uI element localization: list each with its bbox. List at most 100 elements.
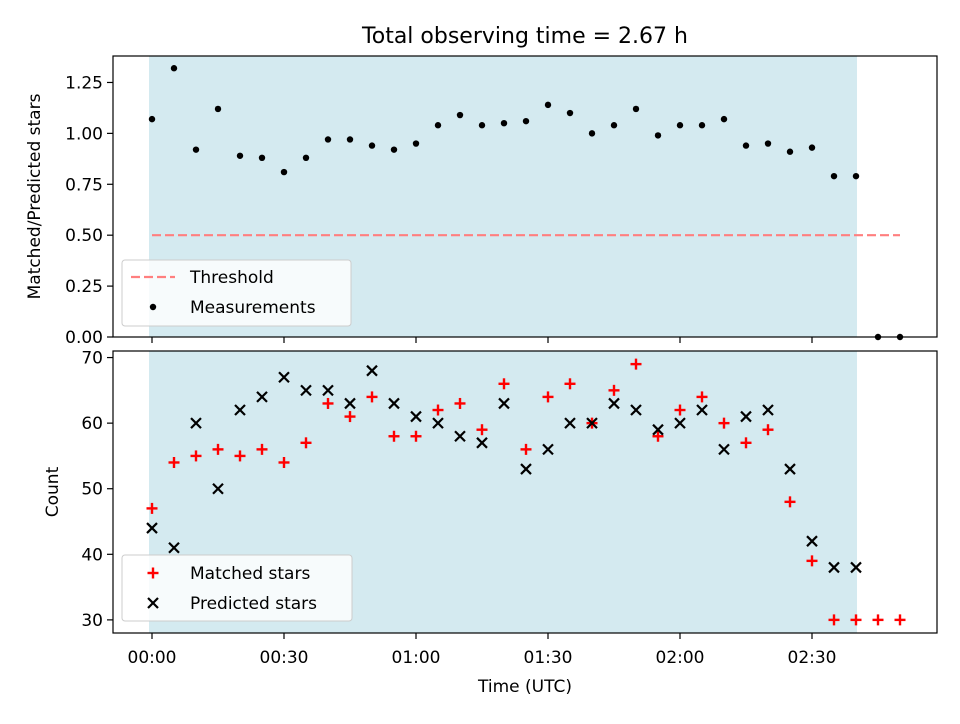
predicted-point (542, 443, 554, 456)
predicted-point (630, 404, 642, 416)
matched-point (872, 614, 884, 626)
matched-point (828, 614, 840, 626)
predicted-point (322, 384, 334, 397)
measurement-point (456, 111, 464, 119)
matched-stars-series (146, 358, 906, 626)
predicted-point (498, 397, 510, 410)
predicted-point (168, 541, 180, 554)
matched-point (784, 496, 796, 508)
predicted-point (762, 404, 774, 416)
measurement-point (852, 172, 860, 180)
measurement-point (280, 168, 288, 176)
matched-point (146, 502, 158, 514)
x-tick-label: 00:30 (260, 648, 309, 668)
top-legend: Threshold Measurements (121, 259, 352, 327)
measurement-point (346, 136, 354, 143)
measurement-point (214, 105, 222, 113)
measurement-point (698, 122, 706, 129)
measurement-point (654, 132, 662, 139)
x-tick-label: 00:00 (128, 648, 177, 668)
legend-threshold-label: Threshold (189, 268, 274, 288)
matched-point (432, 404, 444, 416)
predicted-point (586, 417, 598, 429)
matched-point (696, 391, 708, 403)
predicted-point (190, 417, 202, 429)
predicted-point (410, 410, 422, 423)
measurement-point (478, 122, 486, 129)
matched-point (190, 450, 202, 462)
measurement-point (192, 146, 200, 153)
predicted-point (696, 404, 708, 416)
matched-point (740, 437, 752, 449)
predicted-point (234, 404, 246, 416)
measurement-point (676, 122, 684, 129)
bottom-y-axis-label: Count (43, 466, 63, 517)
bottom-x-ticks: 00:00 00:30 01:00 01:30 02:00 02:30 (128, 633, 837, 668)
measurement-point (632, 105, 640, 113)
y-tick-label: 1.25 (65, 73, 103, 93)
predicted-point (366, 364, 378, 377)
measurement-point (302, 154, 310, 162)
top-y-axis-label: Matched/Predicted stars (25, 93, 45, 299)
y-tick-label: 1.00 (65, 124, 103, 144)
matched-point (366, 391, 378, 403)
matched-point (542, 391, 554, 403)
measurement-point (324, 136, 332, 143)
legend-x-marker (147, 597, 159, 609)
predicted-point (432, 417, 444, 429)
measurement-point (148, 115, 156, 123)
measurement-point (764, 140, 772, 147)
predicted-point (454, 430, 466, 443)
bottom-panel: 30 40 50 60 70 00:00 00:30 01:00 01:30 02:00 02:3… (43, 349, 938, 697)
matched-point (806, 555, 818, 567)
predicted-point (212, 482, 224, 495)
y-tick-label: 0.00 (65, 328, 103, 348)
matched-point (520, 443, 532, 455)
predicted-point (718, 443, 730, 456)
measurement-point (786, 148, 794, 155)
top-panel: 0.00 0.25 0.50 0.75 1.00 1.25 Matched/Predict… (25, 55, 938, 348)
predicted-point (740, 410, 752, 423)
predicted-point (388, 397, 400, 410)
legend-predicted-swatch (147, 597, 159, 609)
measurement-point (544, 101, 552, 109)
y-tick-label: 70 (81, 349, 103, 369)
x-axis-label: Time (UTC) (477, 677, 572, 697)
predicted-point (652, 423, 664, 436)
bottom-legend: Matched stars Predicted stars (121, 554, 353, 622)
measurement-point (258, 154, 266, 162)
y-tick-label: 0.25 (65, 277, 103, 297)
matched-point (894, 614, 906, 626)
x-tick-label: 01:00 (392, 648, 441, 668)
predicted-point (146, 522, 158, 534)
matched-point (674, 404, 686, 416)
measurement-point (588, 130, 596, 137)
predicted-point (256, 391, 268, 403)
predicted-point (850, 561, 862, 574)
matched-point (344, 411, 356, 423)
matched-point (212, 443, 224, 455)
x-tick-label: 02:30 (788, 648, 837, 668)
measurement-point (368, 142, 376, 149)
y-tick-label: 60 (81, 414, 103, 434)
matched-point (322, 397, 334, 409)
matched-point (498, 378, 510, 390)
legend-matched-swatch (147, 567, 159, 579)
matched-point (300, 437, 312, 449)
bottom-y-ticks: 30 40 50 60 70 (81, 349, 113, 631)
measurement-point (566, 109, 574, 117)
measurement-point (390, 146, 398, 153)
x-tick-label: 01:30 (524, 648, 573, 668)
legend-plus-marker (147, 567, 159, 579)
predicted-stars-series (146, 364, 862, 574)
measurement-point (434, 122, 442, 129)
matched-point (608, 384, 620, 396)
predicted-point (344, 397, 356, 410)
bottom-legend-box (121, 554, 353, 622)
matched-point (564, 378, 576, 390)
measurement-point (500, 119, 508, 127)
measurement-point (412, 140, 420, 147)
top-legend-box (121, 259, 352, 327)
y-tick-label: 30 (81, 611, 103, 631)
measurement-point (610, 122, 618, 129)
